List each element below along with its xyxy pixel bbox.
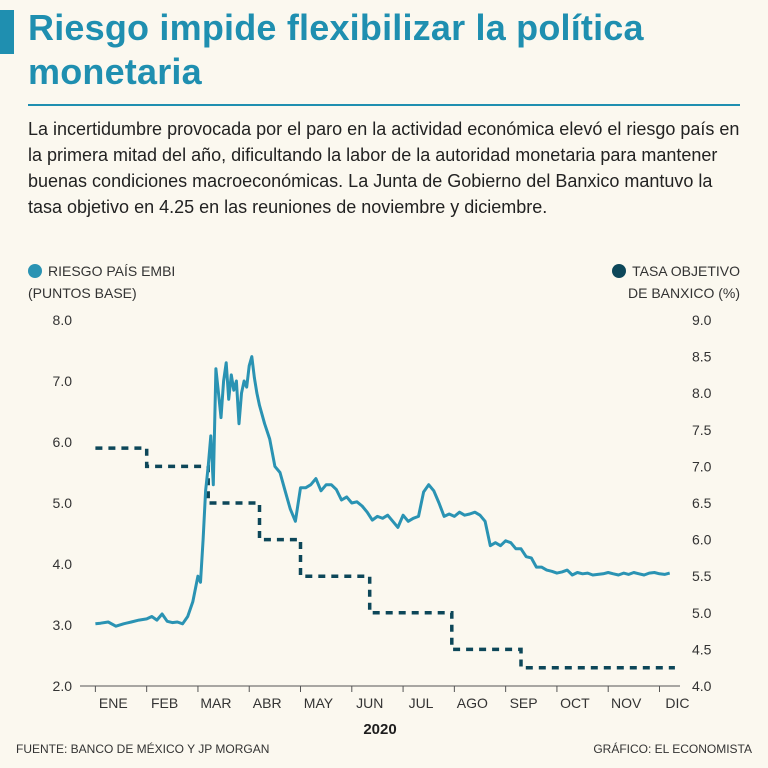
right-axis: 4.0 4.5 5.0 5.5 6.0 6.5 7.0 7.5 8.0 8.5 9.0 <box>692 312 712 694</box>
left-tick-label: 6.0 <box>53 434 73 450</box>
right-tick-label: 6.0 <box>692 532 712 548</box>
chart-title: Riesgo impide flexibilizar la política m… <box>28 7 644 92</box>
left-tick-label: 3.0 <box>53 617 73 633</box>
legend-rate-dot-icon <box>612 264 627 278</box>
x-tick-label: NOV <box>611 695 642 711</box>
right-tick-label: 9.0 <box>692 312 712 328</box>
chart-subtitle: La incertidumbre provocada por el paro e… <box>28 119 740 217</box>
x-tick-label: OCT <box>560 695 590 711</box>
x-tick-label: MAR <box>200 695 231 711</box>
legend-rate: TASA OBJETIVO DE BANXICO (%) <box>612 260 740 304</box>
legend-embi-label: RIESGO PAÍS EMBI <box>48 263 176 279</box>
right-tick-label: 8.0 <box>692 385 712 401</box>
x-tick-label: AGO <box>457 695 488 711</box>
x-tick-label: ENE <box>99 695 128 711</box>
right-tick-label: 6.5 <box>692 495 712 511</box>
right-tick-label: 4.0 <box>692 678 712 694</box>
rate-series-line <box>95 446 675 670</box>
title-divider <box>28 104 740 106</box>
right-tick-label: 7.0 <box>692 458 712 474</box>
chart-canvas: 2.0 3.0 4.0 5.0 6.0 7.0 8.0 4.0 4.5 5.0 5.5 6.0 6.5… <box>53 312 712 738</box>
left-axis: 2.0 3.0 4.0 5.0 6.0 7.0 8.0 <box>53 312 73 694</box>
x-tick-label: SEP <box>510 695 538 711</box>
right-tick-label: 7.5 <box>692 422 712 438</box>
right-tick-label: 4.5 <box>692 641 712 657</box>
left-tick-label: 4.0 <box>53 556 73 572</box>
legend-embi-dot-icon <box>28 264 42 278</box>
embi-series-line <box>95 355 671 628</box>
right-tick-label: 5.5 <box>692 568 712 584</box>
right-tick-label: 5.0 <box>692 605 712 621</box>
left-tick-label: 2.0 <box>53 678 73 694</box>
x-tick-label: ABR <box>253 695 282 711</box>
x-tick-label: MAY <box>304 695 334 711</box>
credit-note: GRÁFICO: EL ECONOMISTA <box>593 742 752 756</box>
x-tick-label: JUN <box>356 695 383 711</box>
x-tick-label: FEB <box>151 695 178 711</box>
title-accent-bar <box>0 10 14 54</box>
x-tick-label: JUL <box>409 695 434 711</box>
legend-embi-unit: (PUNTOS BASE) <box>28 285 137 301</box>
legend-embi: RIESGO PAÍS EMBI (PUNTOS BASE) <box>28 260 175 304</box>
left-tick-label: 7.0 <box>53 373 73 389</box>
left-tick-label: 8.0 <box>53 312 73 328</box>
x-axis: ENE FEB MAR ABR MAY JUN JUL AGO SEP OCT NOV DIC <box>94 686 689 711</box>
legend-rate-label: TASA OBJETIVO <box>632 263 740 279</box>
source-note: FUENTE: BANCO DE MÉXICO Y JP MORGAN <box>16 742 270 756</box>
right-tick-label: 8.5 <box>692 349 712 365</box>
legend-rate-unit: DE BANXICO (%) <box>627 285 740 301</box>
x-axis-year-label: 2020 <box>363 721 396 738</box>
left-tick-label: 5.0 <box>53 495 73 511</box>
x-tick-label: DIC <box>665 695 689 711</box>
